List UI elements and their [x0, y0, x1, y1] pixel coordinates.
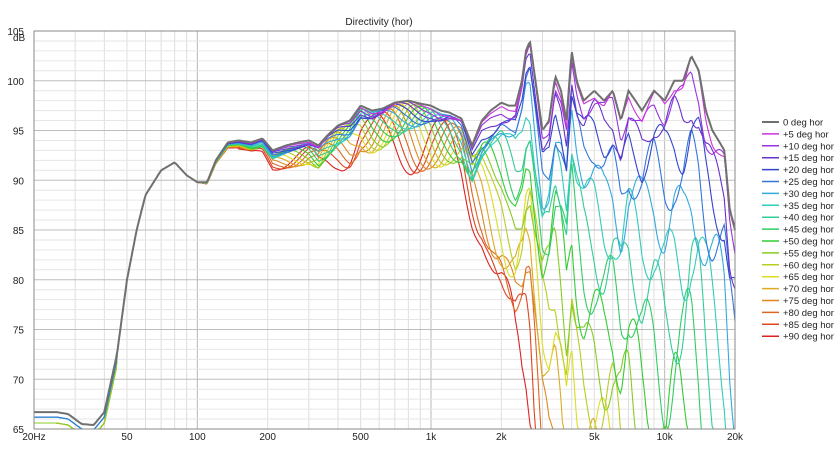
- grid: [33, 30, 736, 430]
- series-line: [34, 108, 735, 430]
- legend-label: +70 deg hor: [783, 284, 834, 295]
- legend-label: +25 deg hor: [783, 177, 834, 188]
- x-tick-label: 50: [121, 432, 133, 443]
- x-tick-label: 2k: [496, 432, 508, 443]
- legend-label: +80 deg hor: [783, 308, 834, 319]
- series-line: [34, 40, 736, 427]
- legend-label: +30 deg hor: [783, 189, 834, 200]
- legend-label: +60 deg hor: [783, 260, 834, 271]
- series-line: [34, 113, 735, 430]
- x-tick-label: 20k: [727, 432, 744, 443]
- x-tick-label: 10k: [657, 432, 674, 443]
- series-line: [34, 103, 735, 430]
- x-tick-label: 500: [352, 432, 369, 443]
- legend: 0 deg hor+5 deg hor+10 deg hor+15 deg ho…: [762, 118, 834, 343]
- legend-label: +65 deg hor: [783, 272, 834, 283]
- x-tick-label: 1k: [426, 432, 438, 443]
- legend-label: +50 deg hor: [783, 237, 834, 248]
- legend-label: +35 deg hor: [783, 201, 834, 212]
- series-line: [34, 105, 735, 430]
- legend-label: +5 deg hor: [783, 129, 829, 140]
- series-line: [34, 102, 735, 430]
- x-tick-label: 200: [259, 432, 276, 443]
- y-axis-unit-label: dB: [13, 33, 26, 44]
- x-tick-label: 20Hz: [22, 432, 45, 443]
- x-tick-label: 5k: [589, 432, 601, 443]
- plot-series: [34, 40, 736, 430]
- y-tick-label: 95: [13, 127, 25, 138]
- y-tick-label: 75: [13, 326, 25, 337]
- plot-frame: [33, 30, 736, 430]
- legend-label: 0 deg hor: [783, 118, 823, 129]
- legend-label: +85 deg hor: [783, 320, 834, 331]
- y-tick-label: 90: [13, 176, 25, 187]
- legend-label: +55 deg hor: [783, 248, 834, 259]
- x-tick-label: 100: [189, 432, 206, 443]
- legend-label: +90 deg hor: [783, 332, 834, 343]
- legend-label: +10 deg hor: [783, 141, 834, 152]
- legend-label: +75 deg hor: [783, 296, 834, 307]
- chart-title: Directivity (hor): [345, 17, 412, 28]
- series-line: [34, 111, 735, 430]
- x-tick-labels: 20Hz 50 100 200 500 1k 2k 5k 10k 20k: [22, 432, 744, 443]
- series-line: [34, 103, 735, 430]
- series-line: [34, 108, 735, 430]
- y-tick-label: 100: [7, 77, 24, 88]
- y-tick-label: 70: [13, 375, 25, 386]
- y-tick-labels: 65 70 75 80 85 90 95 100 105: [7, 27, 24, 436]
- series-line: [34, 107, 735, 430]
- y-tick-label: 65: [13, 425, 25, 436]
- series-line: [34, 102, 735, 430]
- legend-label: +20 deg hor: [783, 165, 834, 176]
- legend-label: +45 deg hor: [783, 225, 834, 236]
- legend-label: +40 deg hor: [783, 213, 834, 224]
- y-tick-label: 85: [13, 226, 25, 237]
- series-line: [34, 105, 735, 430]
- legend-label: +15 deg hor: [783, 153, 834, 164]
- y-tick-label: 105: [7, 27, 24, 38]
- y-tick-label: 80: [13, 276, 25, 287]
